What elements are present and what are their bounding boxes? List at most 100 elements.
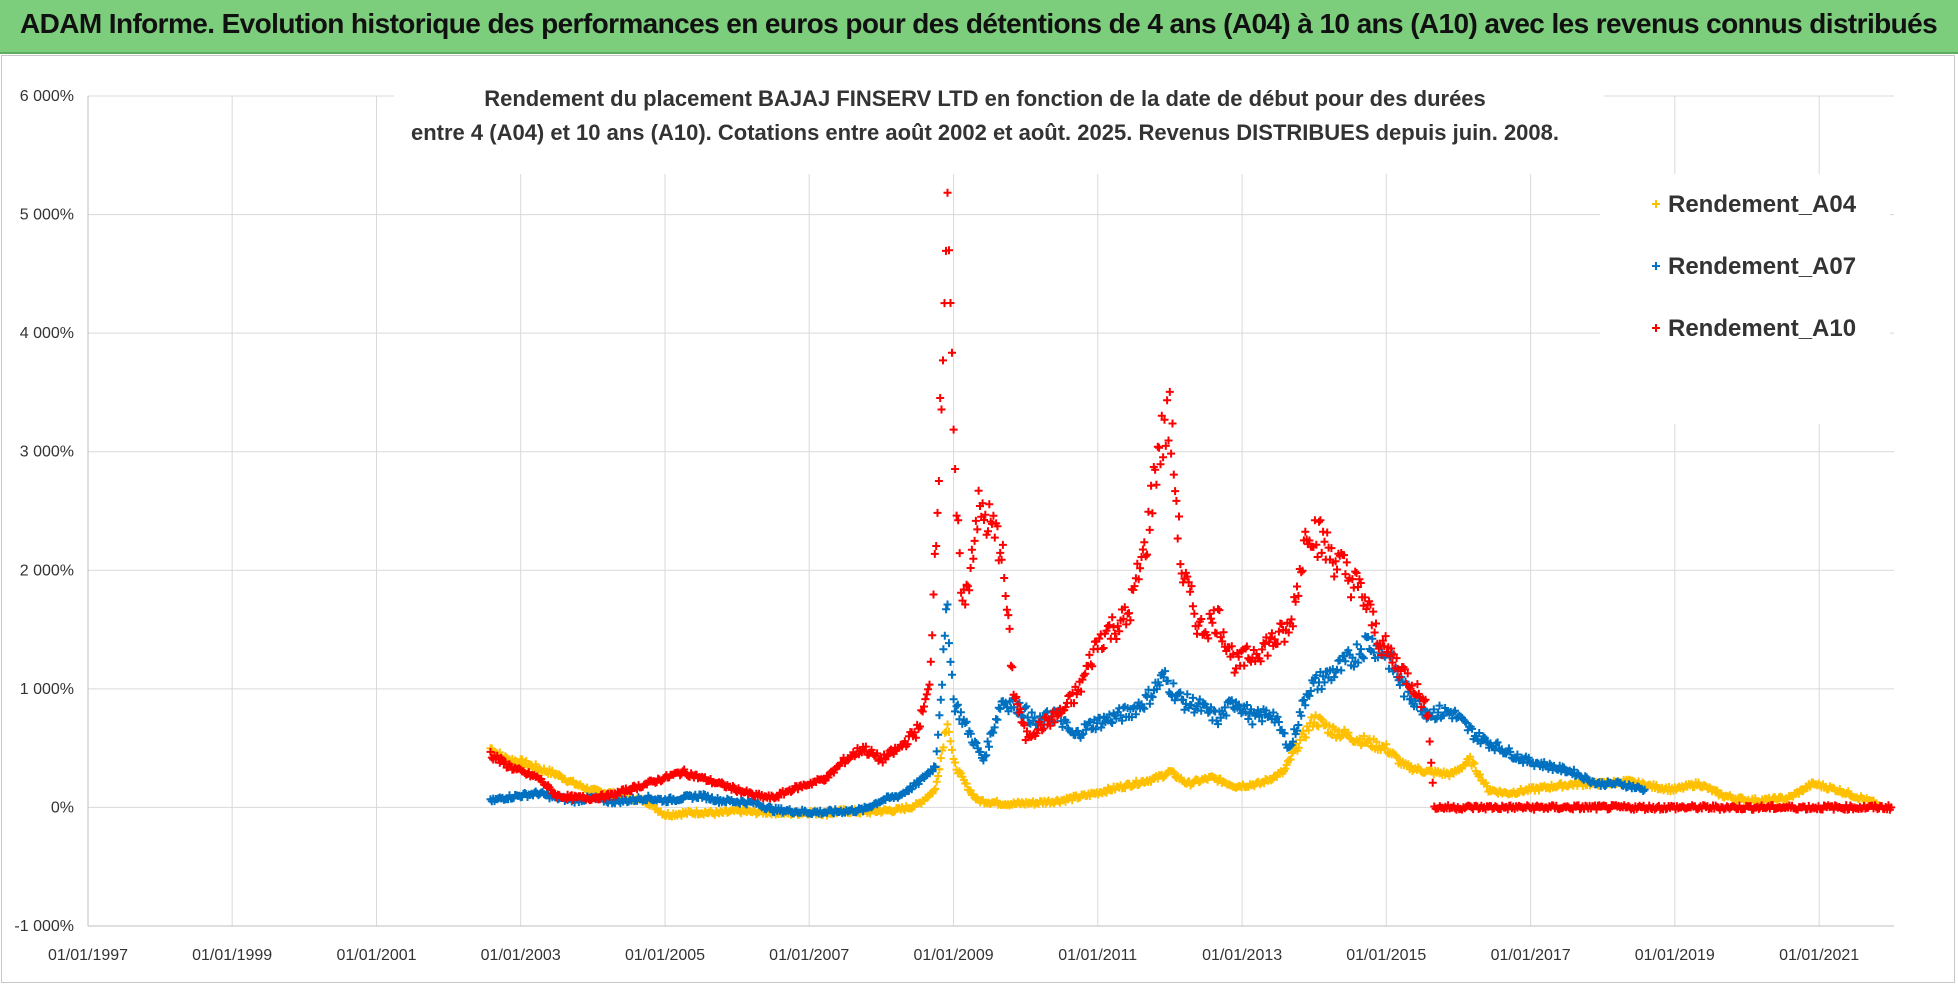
y-tick-label: 1 000%: [20, 681, 74, 698]
data-point: [676, 771, 685, 780]
data-point: [934, 772, 943, 780]
data-point: [1023, 713, 1032, 722]
data-point: [1407, 695, 1416, 704]
data-point: [1269, 708, 1278, 717]
data-point: [1130, 582, 1139, 591]
data-point: [1256, 657, 1265, 666]
data-point: [1468, 724, 1477, 733]
data-point: [945, 246, 953, 255]
data-point: [1421, 695, 1430, 704]
data-point: [1387, 644, 1396, 653]
data-point: [1126, 616, 1135, 625]
data-point: [1165, 387, 1174, 396]
data-point: [1281, 764, 1290, 773]
data-point: [1364, 633, 1373, 641]
data-point: [962, 580, 971, 589]
data-point: [1294, 591, 1303, 600]
data-point: [1118, 716, 1126, 725]
data-point: [1461, 717, 1469, 726]
data-point: [989, 728, 998, 737]
data-point: [984, 527, 992, 536]
data-point: [1180, 705, 1189, 714]
data-point: [1170, 768, 1178, 777]
data-point: [1148, 693, 1157, 702]
data-point: [1326, 729, 1335, 738]
data-point: [1053, 712, 1062, 721]
data-point: [1348, 575, 1357, 584]
data-point: [973, 525, 982, 534]
legend-label: Rendement_A10: [1668, 315, 1856, 342]
data-point: [1312, 540, 1321, 549]
data-point: [1245, 709, 1254, 718]
data-point: [1372, 619, 1380, 628]
data-point: [1372, 737, 1381, 746]
data-point: [1260, 640, 1269, 648]
data-point: [1058, 722, 1067, 731]
data-point: [949, 695, 958, 704]
data-point: [916, 722, 924, 731]
data-point: [873, 749, 882, 758]
data-point: [1020, 721, 1029, 730]
chart-title-line2: entre 4 (A04) et 10 ans (A10). Cotations…: [411, 120, 1559, 145]
banner: ADAM Informe. Evolution historique des p…: [0, 0, 1958, 54]
legend: Rendement_A04 Rendement_A07 Rendement_A10: [1652, 191, 1857, 342]
data-point: [1002, 605, 1011, 614]
data-point: [1136, 564, 1145, 573]
data-point: [1204, 708, 1213, 717]
data-point: [1287, 615, 1296, 624]
data-point: [1640, 785, 1649, 794]
data-point: [939, 645, 948, 654]
data-point: [1284, 628, 1293, 637]
data-point: [1125, 609, 1133, 618]
data-point: [1032, 729, 1041, 738]
data-point: [1171, 487, 1180, 496]
data-point: [1327, 544, 1336, 553]
data-point: [1108, 613, 1117, 622]
data-point: [1077, 687, 1085, 696]
data-point: [717, 778, 726, 787]
data-point: [1479, 732, 1488, 741]
data-point: [946, 737, 955, 746]
data-point: [867, 745, 876, 754]
x-tick-label: 01/01/2003: [481, 947, 561, 964]
data-point: [949, 425, 958, 434]
data-point: [983, 737, 992, 746]
data-point: [1378, 636, 1387, 645]
data-point: [1356, 579, 1365, 587]
data-point: [1131, 710, 1140, 719]
data-point: [1297, 711, 1306, 720]
data-point: [1352, 640, 1361, 649]
data-point: [1376, 746, 1385, 755]
data-point: [951, 758, 959, 767]
data-point: [1234, 700, 1243, 709]
data-point: [966, 564, 975, 572]
legend-label: Rendement_A04: [1668, 191, 1857, 218]
data-point: [1400, 692, 1408, 701]
x-tick-label: 01/01/2021: [1779, 947, 1859, 964]
data-point: [1138, 703, 1147, 712]
data-point: [1425, 737, 1434, 746]
data-point: [1558, 762, 1567, 771]
data-point: [1116, 711, 1125, 720]
data-point: [1569, 765, 1578, 774]
data-point: [1312, 721, 1321, 730]
data-point: [1460, 761, 1469, 769]
y-tick-label: 2 000%: [20, 562, 74, 579]
data-point: [1267, 629, 1276, 638]
data-point: [982, 751, 991, 760]
data-point: [972, 739, 981, 747]
data-point: [1262, 706, 1271, 715]
data-point: [1091, 725, 1100, 734]
data-point: [934, 477, 943, 485]
data-point: [1072, 690, 1081, 699]
data-point: [1319, 672, 1328, 681]
data-point: [938, 680, 947, 689]
data-point: [974, 486, 983, 495]
data-point: [1305, 536, 1314, 545]
legend-background: [1600, 174, 1890, 424]
data-point: [998, 540, 1007, 549]
data-point: [1004, 611, 1013, 620]
data-point: [1366, 600, 1375, 609]
data-point: [1095, 634, 1104, 643]
data-point: [1330, 725, 1339, 734]
